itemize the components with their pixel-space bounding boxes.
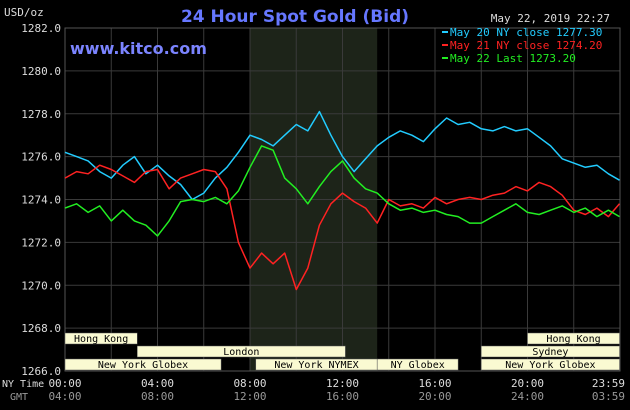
x-tick-label-ny: 00:00: [48, 377, 81, 390]
x-tick-label-ny: 04:00: [141, 377, 174, 390]
x-tick-label-ny: 20:00: [511, 377, 544, 390]
session-label: Hong Kong: [74, 334, 128, 345]
session-bar: [137, 345, 346, 358]
y-axis-unit-label: USD/oz: [4, 6, 44, 19]
session-bar: [376, 358, 459, 371]
y-axis-ticks: 1266.0 1268.0 1270.0 1272.0 1274.0 1276.0 1278…: [21, 22, 61, 378]
x-tick-label-ny: 12:00: [326, 377, 359, 390]
x-axis-ticks: 00:0004:0004:0008:0008:0012:0012:0016:00…: [48, 377, 625, 403]
ny-time-axis-label: NY Time: [2, 379, 44, 390]
x-tick-label-gmt: 16:00: [326, 390, 359, 403]
y-tick-label: 1282.0: [21, 22, 61, 35]
legend-entry: May 21 NY close 1274.20: [450, 39, 602, 52]
series-line-3: [64, 145, 620, 237]
y-tick-label: 1272.0: [21, 236, 61, 249]
plot-frame: [64, 27, 621, 372]
x-tick-label-ny: 16:00: [418, 377, 451, 390]
x-tick-label-gmt: 04:00: [48, 390, 81, 403]
site-watermark: www.kitco.com: [70, 39, 207, 58]
session-label: Hong Kong: [546, 334, 600, 345]
session-label: New York NYMEX: [274, 360, 358, 371]
legend-entry: May 22 Last 1273.20: [450, 52, 576, 65]
session-label: New York Globex: [505, 360, 595, 371]
gmt-axis-label: GMT: [10, 392, 28, 403]
y-tick-label: 1280.0: [21, 65, 61, 78]
session-bar: [481, 358, 620, 371]
x-tick-label-gmt: 20:00: [418, 390, 451, 403]
x-tick-label-gmt: 12:00: [233, 390, 266, 403]
y-tick-label: 1278.0: [21, 108, 61, 121]
price-series: [64, 110, 621, 291]
session-label: Sydney: [532, 347, 568, 358]
y-tick-label: 1270.0: [21, 279, 61, 292]
session-label: New York Globex: [98, 360, 188, 371]
session-bar: [481, 345, 620, 358]
y-tick-label: 1266.0: [21, 365, 61, 378]
session-label: NY Globex: [391, 360, 445, 371]
session-bar: [64, 332, 138, 345]
chart-timestamp: May 22, 2019 22:27: [491, 12, 610, 25]
x-tick-label-ny: 23:59: [592, 377, 625, 390]
x-tick-label-ny: 08:00: [233, 377, 266, 390]
x-tick-label-gmt: 03:59: [592, 390, 625, 403]
y-tick-label: 1276.0: [21, 151, 61, 164]
x-tick-label-gmt: 08:00: [141, 390, 174, 403]
session-bar: [527, 332, 620, 345]
x-tick-label-gmt: 24:00: [511, 390, 544, 403]
chart-title: 24 Hour Spot Gold (Bid): [181, 7, 409, 27]
y-tick-label: 1268.0: [21, 322, 61, 335]
session-label: London: [223, 347, 259, 358]
y-tick-label: 1274.0: [21, 194, 61, 207]
series-line-1: [64, 110, 620, 201]
series-line-2: [64, 164, 621, 291]
session-bar: [64, 358, 222, 371]
market-sessions: Hong Kong London New York Globex New York N…: [64, 332, 620, 371]
legend-entry: May 20 NY close 1277.30: [450, 26, 602, 39]
